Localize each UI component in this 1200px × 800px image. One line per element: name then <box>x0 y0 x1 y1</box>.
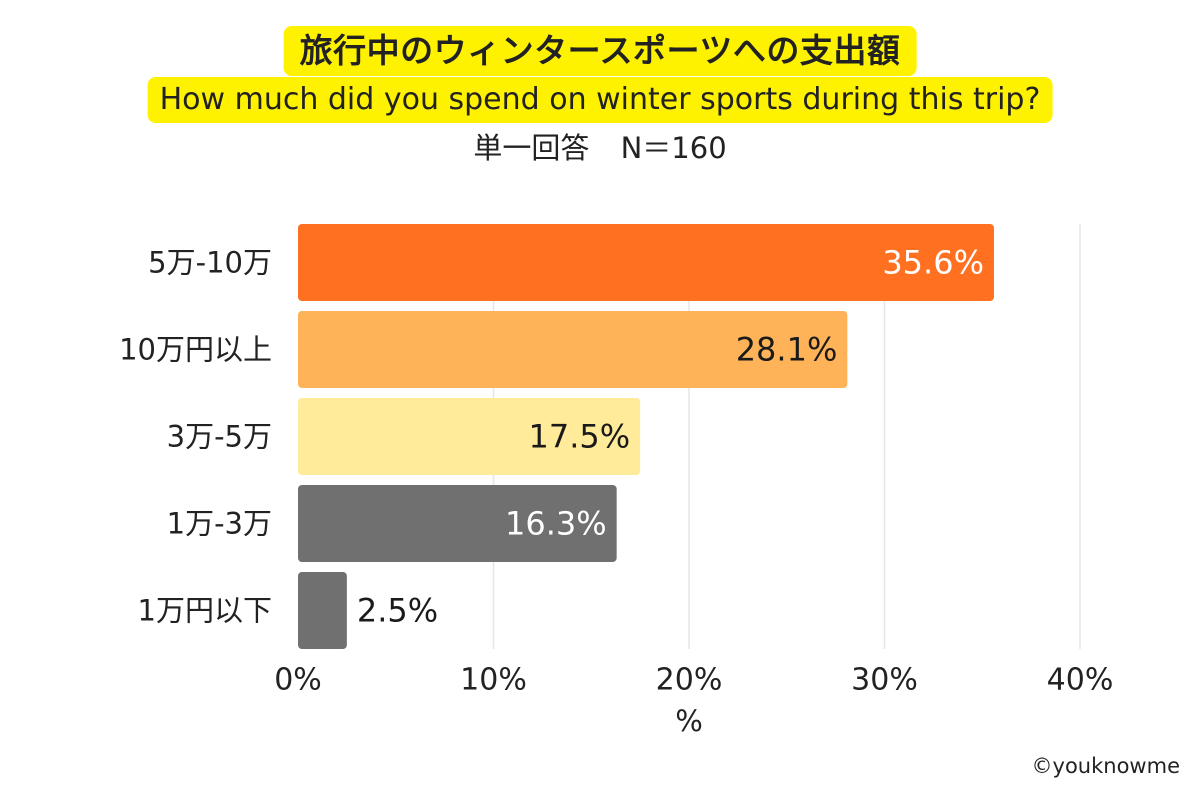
value-label-3: 17.5% <box>528 418 630 456</box>
category-label-4: 1万-3万 <box>167 507 272 541</box>
value-label-1: 35.6% <box>882 244 984 282</box>
chart-subtitle: 単一回答 N＝160 <box>0 128 1200 168</box>
answer-type-label: 単一回答 <box>473 131 590 165</box>
value-label-5: 2.5% <box>357 592 438 630</box>
bar-1 <box>298 224 994 301</box>
sample-size-label: N＝160 <box>620 131 727 165</box>
copyright-credit: ©youknowme <box>1031 754 1180 778</box>
value-label-4: 16.3% <box>505 505 607 543</box>
x-tick-label-10: 10% <box>460 663 527 698</box>
bar-5 <box>298 572 347 649</box>
category-label-5: 1万円以下 <box>138 594 272 628</box>
x-axis-label: % <box>675 704 703 738</box>
chart-title-en: How much did you spend on winter sports … <box>147 77 1053 123</box>
value-label-2: 28.1% <box>736 331 838 369</box>
bar-4 <box>298 485 617 562</box>
bar-2 <box>298 311 848 388</box>
category-label-1: 5万-10万 <box>148 246 272 280</box>
bar-3 <box>298 398 641 475</box>
category-label-2: 10万円以上 <box>119 333 272 367</box>
x-tick-label-30: 30% <box>851 663 918 698</box>
x-tick-label-20: 20% <box>656 663 723 698</box>
category-label-3: 3万-5万 <box>167 420 272 454</box>
x-tick-label-40: 40% <box>1047 663 1114 698</box>
x-tick-label-0: 0% <box>274 663 322 698</box>
chart-title-jp: 旅行中のウィンタースポーツへの支出額 <box>283 26 917 76</box>
